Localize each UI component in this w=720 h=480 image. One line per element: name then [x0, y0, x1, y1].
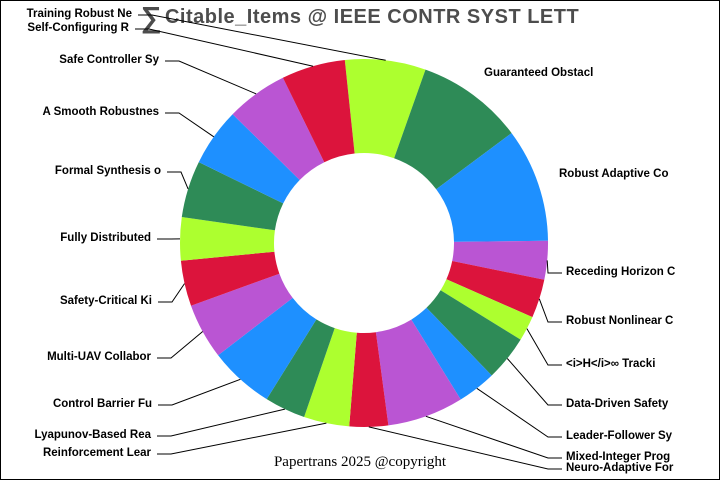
label-leader-line	[157, 331, 204, 359]
donut-slice[interactable]	[180, 217, 275, 261]
label-leader-line	[165, 60, 257, 95]
donut-slice[interactable]	[198, 114, 300, 204]
label-leader-line	[157, 422, 327, 455]
donut-slice[interactable]	[282, 60, 355, 163]
donut-slice[interactable]	[344, 59, 426, 159]
donut-slice[interactable]	[375, 319, 461, 426]
donut-slice[interactable]	[181, 162, 284, 231]
label-leader-line	[157, 408, 286, 437]
donut-slice[interactable]	[446, 261, 545, 318]
sigma-symbol: ∑	[140, 2, 162, 34]
donut-slice[interactable]	[180, 251, 280, 306]
donut-slice[interactable]	[232, 77, 325, 180]
donut-slice[interactable]	[394, 69, 512, 190]
label-leader-line	[167, 171, 189, 190]
donut-slice[interactable]	[218, 297, 317, 400]
donut-slice[interactable]	[304, 328, 357, 427]
label-leader-line	[425, 415, 562, 459]
donut-slice[interactable]	[266, 319, 335, 417]
leader-lines	[135, 14, 562, 470]
donut-slice[interactable]	[426, 290, 521, 376]
label-leader-line	[158, 378, 241, 406]
label-leader-line	[538, 298, 562, 323]
label-leader-line	[138, 14, 386, 61]
donut-slice[interactable]	[349, 332, 389, 428]
chart-title: ∑ Citable_Items @ IEEE CONTR SYST LETT	[1, 2, 719, 35]
label-leader-line	[158, 283, 185, 303]
label-leader-line	[476, 387, 562, 438]
label-leader-line	[135, 28, 314, 67]
donut-slice[interactable]	[191, 273, 293, 356]
label-leader-line	[506, 358, 562, 406]
chart-title-text: Citable_Items @ IEEE CONTR SYST LETT	[164, 6, 580, 28]
donut-slice[interactable]	[440, 279, 533, 340]
label-leader-line	[546, 260, 562, 274]
copyright-text: Papertrans 2025 @copyright	[273, 454, 447, 470]
label-leader-line	[368, 426, 562, 470]
donut-slice[interactable]	[436, 133, 548, 242]
donut-slices	[180, 59, 549, 428]
donut-slice[interactable]	[411, 307, 492, 400]
label-leader-line	[165, 112, 215, 138]
donut-slice[interactable]	[452, 240, 549, 280]
label-leader-line	[526, 328, 562, 366]
